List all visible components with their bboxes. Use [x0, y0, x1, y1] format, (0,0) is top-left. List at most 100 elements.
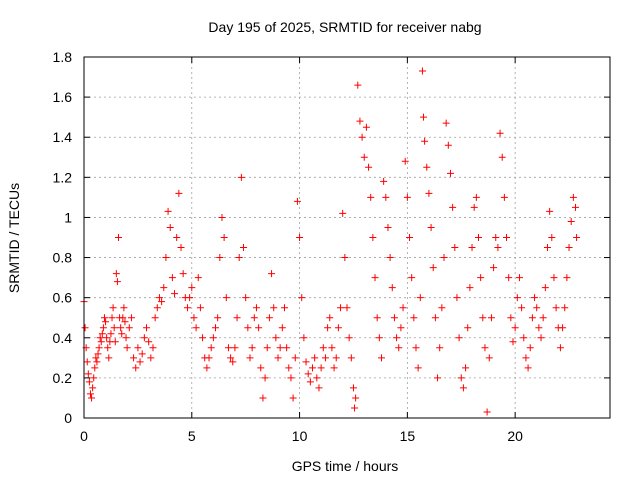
data-point: [168, 274, 176, 282]
data-point: [567, 217, 575, 225]
data-point: [535, 324, 543, 332]
data-point: [162, 254, 170, 262]
data-point: [83, 358, 91, 366]
data-point: [289, 394, 297, 402]
data-point: [155, 294, 163, 302]
data-point: [147, 354, 155, 362]
data-point: [546, 207, 554, 215]
data-point: [283, 344, 291, 352]
data-point: [345, 334, 353, 342]
y-tick-label: 0.6: [53, 290, 73, 306]
data-point: [112, 270, 120, 278]
data-point: [563, 274, 571, 282]
data-point: [509, 338, 517, 346]
data-point: [190, 314, 198, 322]
data-point: [324, 324, 332, 332]
x-tick-label: 5: [188, 428, 196, 444]
data-point: [280, 304, 288, 312]
data-point: [114, 234, 122, 241]
data-point: [118, 330, 126, 338]
data-point: [140, 334, 148, 342]
data-point: [100, 314, 108, 322]
data-point: [487, 314, 495, 322]
data-point: [399, 304, 407, 312]
x-axis-label: GPS time / hours: [292, 458, 399, 474]
data-point: [272, 334, 280, 342]
data-point: [382, 193, 390, 201]
data-point: [559, 324, 567, 332]
data-point: [490, 264, 498, 272]
data-point: [472, 193, 480, 201]
data-point: [343, 304, 351, 312]
data-point: [102, 318, 110, 326]
data-point: [319, 344, 327, 352]
data-point: [436, 344, 444, 352]
data-point: [347, 354, 355, 362]
plot-frame: [83, 56, 611, 419]
data-point: [199, 334, 207, 342]
data-point: [339, 209, 347, 217]
data-point: [373, 314, 381, 322]
data-point: [164, 207, 172, 215]
data-point: [384, 223, 392, 231]
data-point: [227, 354, 235, 362]
data-point: [565, 244, 573, 252]
data-point: [108, 314, 116, 322]
data-point: [237, 173, 245, 181]
data-point: [438, 304, 446, 312]
data-point: [317, 364, 325, 372]
data-point: [287, 374, 295, 382]
data-point: [107, 330, 115, 338]
data-point: [158, 298, 166, 306]
data-point: [453, 294, 461, 302]
x-tick-label: 20: [507, 428, 523, 444]
data-point: [406, 234, 414, 241]
y-tick-label: 0.4: [53, 330, 73, 346]
data-point: [175, 189, 183, 197]
data-point: [85, 378, 93, 386]
data-point: [104, 344, 112, 352]
data-point: [252, 304, 260, 312]
data-point: [231, 344, 239, 352]
data-point: [214, 314, 222, 322]
x-tick-label: 0: [80, 428, 88, 444]
y-tick-label: 1.8: [53, 49, 73, 65]
data-point: [306, 378, 314, 386]
data-point: [475, 234, 482, 241]
data-point: [481, 344, 489, 352]
data-point: [95, 344, 103, 352]
data-point: [179, 270, 187, 278]
data-point: [96, 334, 104, 342]
grid-lines: [84, 57, 610, 418]
data-point: [337, 304, 345, 312]
data-point: [285, 364, 293, 372]
data-point: [98, 330, 106, 338]
data-point: [494, 244, 502, 252]
data-point: [149, 344, 157, 352]
data-point: [183, 304, 191, 312]
data-point: [470, 203, 478, 211]
data-point: [89, 384, 97, 392]
data-point: [220, 234, 228, 241]
data-point: [462, 364, 470, 372]
data-point: [296, 234, 304, 241]
data-point: [526, 344, 534, 352]
axis-ticks: 0 0.2 0.4 0.6 0.8 1 1.2 1.4 1.6 1.8 0 5 10 15 20: [53, 49, 610, 444]
data-point: [92, 354, 100, 362]
data-point: [537, 334, 545, 342]
data-point: [171, 290, 179, 298]
data-point: [127, 314, 135, 322]
data-point: [110, 324, 118, 332]
data-point: [421, 137, 429, 145]
data-point: [572, 203, 580, 211]
data-point: [418, 67, 426, 75]
data-point: [259, 394, 267, 402]
data-point: [145, 338, 153, 346]
data-point: [278, 324, 286, 332]
data-point: [136, 358, 144, 366]
data-point: [431, 314, 439, 322]
y-axis-label: SRMTID / TECUs: [6, 183, 22, 293]
data-point: [477, 274, 485, 282]
data-point: [395, 344, 403, 352]
